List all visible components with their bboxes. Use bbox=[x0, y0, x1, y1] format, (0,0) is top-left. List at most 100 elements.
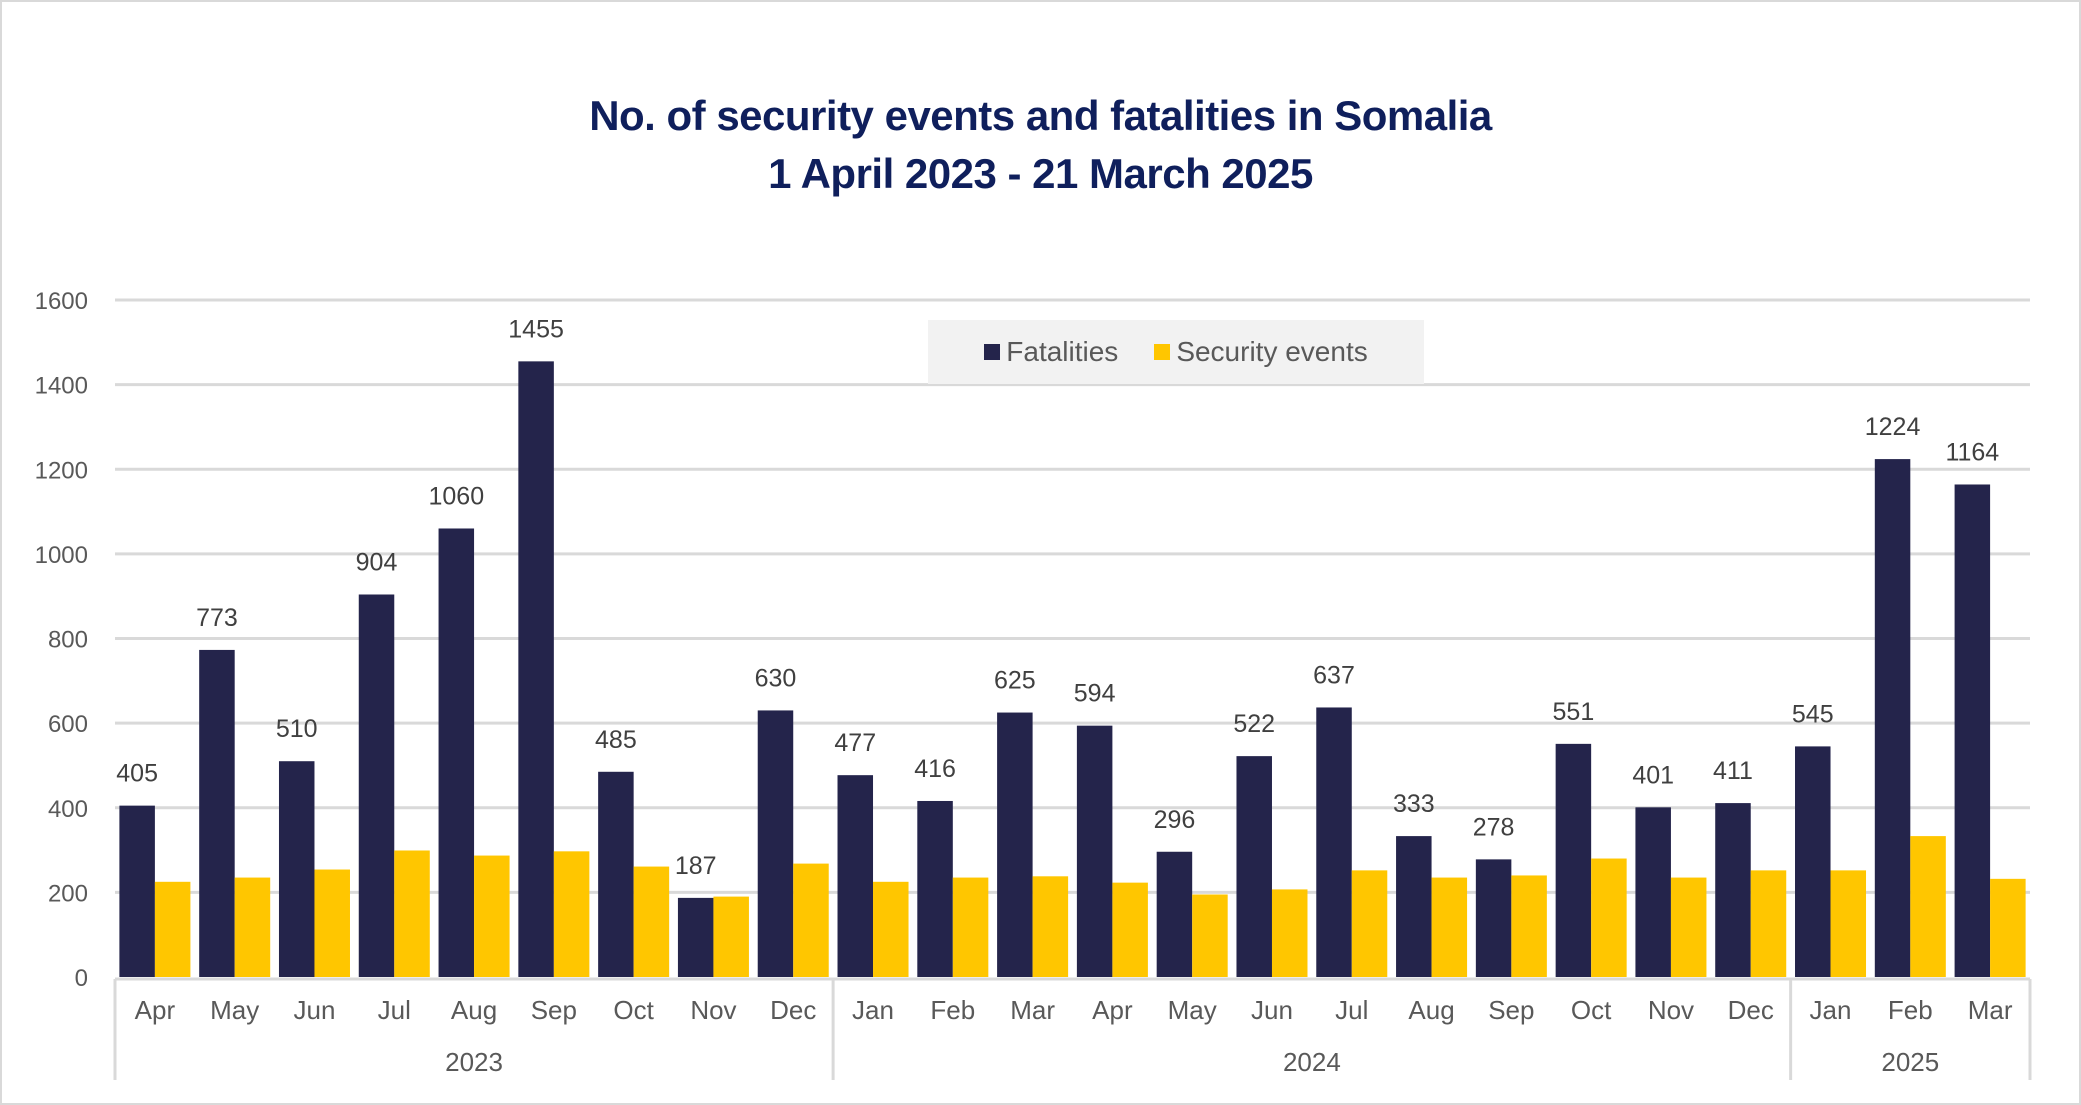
data-label: 296 bbox=[1154, 806, 1196, 834]
bar-security-events bbox=[234, 877, 271, 977]
x-tick-label: Jul bbox=[378, 995, 411, 1025]
data-label: 1224 bbox=[1865, 413, 1921, 441]
legend-swatch-fatalities bbox=[984, 344, 1001, 360]
bar-fatalities bbox=[518, 361, 554, 977]
bars bbox=[119, 361, 2026, 978]
data-label: 187 bbox=[675, 852, 717, 880]
x-tick-label: Aug bbox=[1408, 995, 1454, 1025]
bar-fatalities bbox=[1316, 707, 1352, 977]
data-label: 401 bbox=[1632, 761, 1674, 789]
y-tick-label: 200 bbox=[48, 880, 88, 907]
bar-fatalities bbox=[278, 761, 315, 977]
x-group-label: 2024 bbox=[1283, 1047, 1341, 1077]
bar-fatalities bbox=[358, 594, 395, 977]
y-tick-label: 1000 bbox=[35, 542, 88, 569]
bar-security-events bbox=[633, 866, 670, 977]
x-tick-label: Sep bbox=[1488, 995, 1534, 1025]
x-tick-label: Mar bbox=[1968, 995, 2013, 1025]
x-tick-label: Nov bbox=[1648, 995, 1694, 1025]
x-tick-label: Jan bbox=[1810, 995, 1852, 1025]
x-tick-label: Nov bbox=[690, 995, 736, 1025]
bar-security-events bbox=[1990, 878, 2026, 977]
bar-fatalities bbox=[997, 712, 1033, 977]
bar-fatalities bbox=[677, 897, 714, 977]
data-label: 551 bbox=[1553, 698, 1595, 726]
bar-fatalities bbox=[757, 710, 794, 977]
bar-fatalities bbox=[438, 528, 475, 977]
x-tick-label: Aug bbox=[451, 995, 497, 1025]
data-labels: 405 773 510 904 1060 1455 485 187 630 477 416 625 59… bbox=[116, 315, 1999, 880]
x-axis: Apr May Jun Jul Aug Sep Oct Nov Dec Jan Feb Mar Apr M… bbox=[113, 977, 2032, 1080]
bar-fatalities bbox=[1954, 484, 1991, 977]
bar-fatalities bbox=[1715, 803, 1751, 977]
chart-subtitle: 1 April 2023 - 21 March 2025 bbox=[768, 150, 1313, 197]
data-label: 510 bbox=[276, 715, 318, 743]
bar-fatalities bbox=[199, 649, 235, 977]
bar-fatalities bbox=[1475, 859, 1512, 977]
x-tick-label: Jun bbox=[1251, 995, 1293, 1025]
x-tick-label: Oct bbox=[613, 995, 654, 1025]
x-tick-label: Dec bbox=[1728, 995, 1774, 1025]
data-label: 522 bbox=[1233, 710, 1275, 738]
y-tick-label: 800 bbox=[48, 627, 88, 654]
data-label: 411 bbox=[1713, 757, 1753, 785]
bar-security-events bbox=[474, 855, 510, 977]
bar-security-events bbox=[394, 850, 430, 977]
gridlines bbox=[115, 298, 2030, 894]
bar-fatalities bbox=[598, 771, 634, 977]
bar-security-events bbox=[154, 881, 191, 977]
bar-fatalities bbox=[1874, 459, 1911, 978]
data-label: 630 bbox=[755, 664, 797, 692]
bar-security-events bbox=[1511, 875, 1547, 977]
x-group-label: 2025 bbox=[1881, 1047, 1939, 1077]
data-label: 637 bbox=[1313, 661, 1355, 689]
bar-security-events bbox=[553, 851, 590, 977]
x-tick-label: Feb bbox=[930, 995, 975, 1025]
bar-fatalities bbox=[119, 805, 155, 977]
y-tick-label: 0 bbox=[75, 965, 88, 992]
data-label: 1164 bbox=[1945, 438, 1999, 466]
legend-label-fatalities: Fatalities bbox=[1006, 336, 1119, 367]
bar-fatalities bbox=[1156, 851, 1193, 977]
bar-security-events bbox=[1112, 882, 1148, 977]
y-tick-label: 400 bbox=[48, 796, 88, 823]
bar-fatalities bbox=[917, 800, 953, 977]
data-label: 485 bbox=[595, 726, 637, 754]
bar-security-events bbox=[1830, 870, 1867, 977]
y-tick-label: 1200 bbox=[35, 457, 88, 484]
data-label: 545 bbox=[1792, 700, 1834, 728]
bar-security-events bbox=[1750, 870, 1787, 977]
data-label: 594 bbox=[1074, 680, 1116, 708]
x-tick-label: Jan bbox=[852, 995, 894, 1025]
bar-security-events bbox=[1910, 836, 1946, 977]
legend-item-security-events: Security events bbox=[1154, 336, 1368, 368]
bar-fatalities bbox=[1396, 836, 1432, 977]
data-label: 477 bbox=[834, 729, 876, 757]
x-tick-label: Oct bbox=[1571, 995, 1612, 1025]
data-label: 625 bbox=[994, 667, 1036, 695]
legend-item-fatalities: Fatalities bbox=[984, 336, 1118, 368]
data-label: 1060 bbox=[428, 482, 484, 510]
x-tick-label: May bbox=[1168, 995, 1217, 1025]
bar-security-events bbox=[314, 869, 350, 977]
bar-security-events bbox=[873, 881, 909, 977]
bar-fatalities bbox=[1076, 725, 1113, 977]
x-tick-label: Dec bbox=[770, 995, 816, 1025]
data-label: 1455 bbox=[508, 315, 564, 343]
x-tick-label: Sep bbox=[531, 995, 577, 1025]
bar-fatalities bbox=[1635, 807, 1671, 977]
y-tick-label: 1600 bbox=[35, 288, 88, 315]
bar-security-events bbox=[1591, 858, 1627, 977]
bar-security-events bbox=[1431, 877, 1468, 977]
x-tick-label: Mar bbox=[1010, 995, 1055, 1025]
y-tick-label: 600 bbox=[48, 711, 88, 738]
chart-title: No. of security events and fatalities in… bbox=[589, 92, 1492, 139]
legend: Fatalities Security events bbox=[928, 320, 1424, 384]
bar-security-events bbox=[793, 863, 829, 977]
x-group-label: 2023 bbox=[445, 1047, 503, 1077]
legend-label-security-events: Security events bbox=[1176, 336, 1368, 367]
bar-security-events bbox=[1192, 894, 1228, 977]
legend-swatch-security-events bbox=[1154, 344, 1171, 360]
y-axis-ticks: 0 200 400 600 800 1000 1200 1400 1600 bbox=[35, 288, 88, 992]
